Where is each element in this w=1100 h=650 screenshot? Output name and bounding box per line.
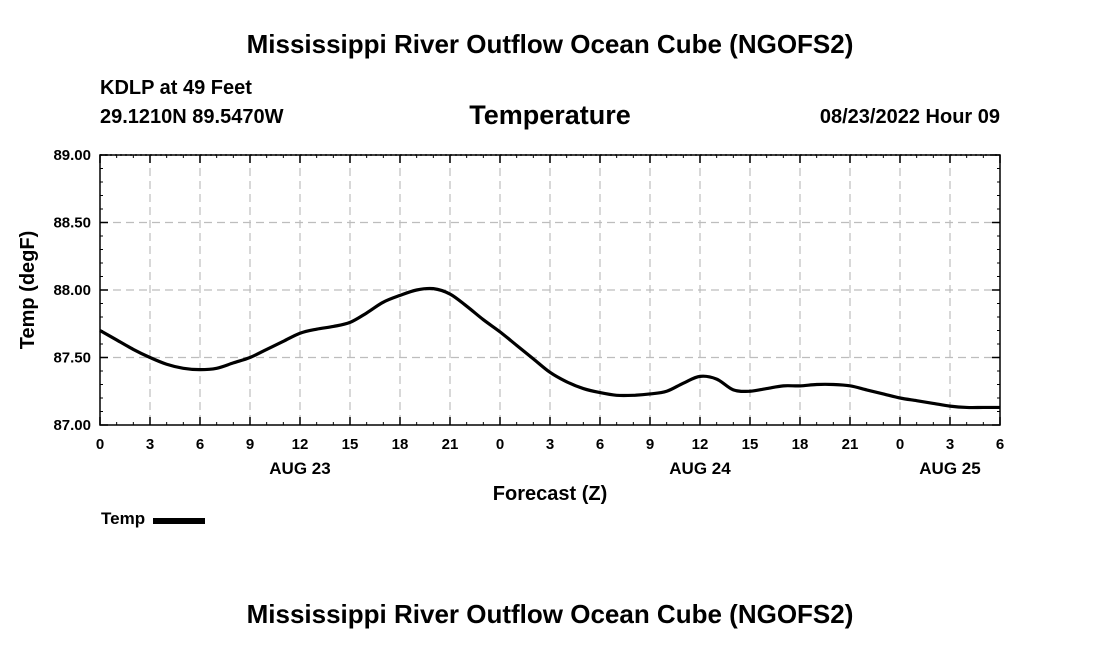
y-tick-label: 88.00 bbox=[53, 282, 91, 299]
x-tick-label: 18 bbox=[792, 436, 809, 453]
x-tick-label: 3 bbox=[546, 436, 554, 453]
x-tick-label: 12 bbox=[692, 436, 709, 453]
y-tick-label: 89.00 bbox=[53, 147, 91, 164]
x-day-label: AUG 24 bbox=[669, 459, 731, 478]
x-tick-label: 15 bbox=[342, 436, 359, 453]
legend: Temp bbox=[101, 509, 206, 529]
y-tick-label: 87.00 bbox=[53, 417, 91, 434]
x-tick-label: 9 bbox=[646, 436, 654, 453]
forecast-datetime: 08/23/2022 Hour 09 bbox=[819, 106, 1000, 128]
series-line-temp bbox=[99, 286, 1000, 410]
legend-label: Temp bbox=[101, 509, 146, 528]
x-day-label: AUG 25 bbox=[919, 459, 980, 478]
x-tick-label: 3 bbox=[946, 436, 954, 453]
x-tick-label: 21 bbox=[842, 436, 859, 453]
x-tick-label: 18 bbox=[392, 436, 409, 453]
x-tick-label: 0 bbox=[896, 436, 904, 453]
legend-swatch bbox=[153, 517, 206, 524]
x-tick-label: 15 bbox=[742, 436, 759, 453]
x-tick-label: 9 bbox=[246, 436, 254, 453]
chart-title: Mississippi River Outflow Ocean Cube (NG… bbox=[246, 29, 854, 59]
chart-subtitle: Temperature bbox=[469, 100, 631, 130]
x-day-label: AUG 23 bbox=[269, 459, 330, 478]
x-tick-label: 6 bbox=[596, 436, 604, 453]
x-tick-label: 0 bbox=[96, 436, 104, 453]
x-tick-label: 6 bbox=[196, 436, 204, 453]
station-label: KDLP at 49 Feet bbox=[100, 77, 252, 99]
y-tick-label: 88.50 bbox=[53, 215, 91, 232]
station-coordinates: 29.1210N 89.5470W bbox=[100, 106, 284, 128]
y-tick-label: 87.50 bbox=[53, 350, 91, 367]
x-tick-label: 0 bbox=[496, 436, 504, 453]
y-axis-title: Temp (degF) bbox=[17, 231, 39, 350]
x-tick-label: 21 bbox=[442, 436, 459, 453]
x-tick-label: 6 bbox=[996, 436, 1004, 453]
x-tick-label: 12 bbox=[292, 436, 309, 453]
x-axis-title: Forecast (Z) bbox=[493, 483, 607, 505]
x-tick-label: 3 bbox=[146, 436, 154, 453]
footer-title: Mississippi River Outflow Ocean Cube (NG… bbox=[246, 599, 854, 629]
